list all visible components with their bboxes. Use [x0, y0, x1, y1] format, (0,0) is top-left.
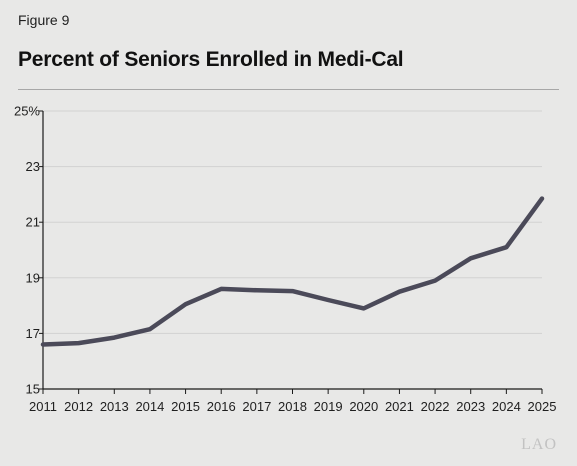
x-tick-label-2017: 2017	[242, 399, 271, 414]
title-divider	[18, 89, 559, 90]
lao-watermark: LAO	[521, 436, 557, 453]
x-tick-label-2015: 2015	[171, 399, 200, 414]
y-tick-label-19: 19	[26, 270, 40, 285]
series-lines	[40, 196, 545, 347]
x-tick-label-2025: 2025	[528, 399, 557, 414]
series-line-0	[40, 196, 545, 347]
y-tick-label-21: 21	[26, 215, 40, 230]
y-tick-label-25: 25%	[14, 104, 40, 119]
x-tick-label-2023: 2023	[456, 399, 485, 414]
x-tick-label-2018: 2018	[278, 399, 307, 414]
x-tick-label-2012: 2012	[64, 399, 93, 414]
x-tick-label-2013: 2013	[100, 399, 129, 414]
x-tick-label-2024: 2024	[492, 399, 521, 414]
chart-title: Percent of Seniors Enrolled in Medi-Cal	[18, 48, 404, 71]
x-tick-label-2016: 2016	[207, 399, 236, 414]
gridlines	[43, 110, 542, 334]
x-tick-label-2011: 2011	[29, 399, 57, 414]
y-tick-labels: 15 17 19 21 23 25%	[14, 104, 40, 397]
y-tick-label-23: 23	[26, 159, 40, 174]
y-tick-label-17: 17	[26, 326, 40, 341]
x-tick-labels: 2011 2012 2013 2014 2015 2016 2017 2018 2019 2020…	[29, 399, 556, 414]
x-tick-label-2019: 2019	[314, 399, 343, 414]
figure-label: Figure 9	[18, 12, 70, 28]
x-tick-label-2022: 2022	[421, 399, 450, 414]
x-tick-label-2014: 2014	[135, 399, 164, 414]
axes	[39, 110, 543, 394]
y-tick-label-15: 15	[26, 382, 40, 397]
x-tick-label-2020: 2020	[349, 399, 378, 414]
x-tick-label-2021: 2021	[385, 399, 414, 414]
